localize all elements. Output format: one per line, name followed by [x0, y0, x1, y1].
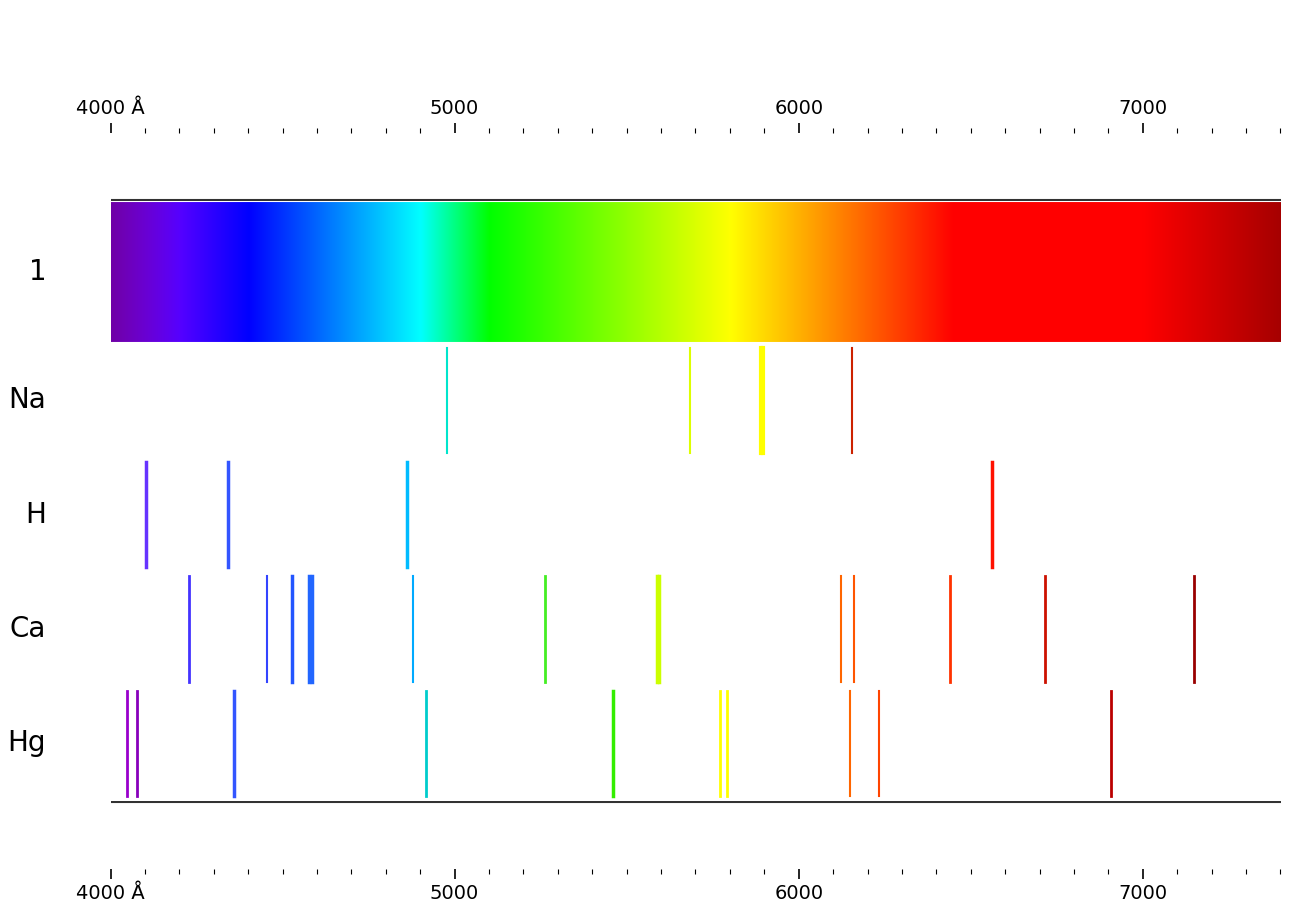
Text: Na: Na — [8, 386, 47, 414]
Text: Ca: Ca — [10, 615, 47, 643]
Text: H: H — [25, 501, 47, 529]
Text: 1: 1 — [29, 258, 47, 286]
Text: Hg: Hg — [8, 729, 47, 758]
